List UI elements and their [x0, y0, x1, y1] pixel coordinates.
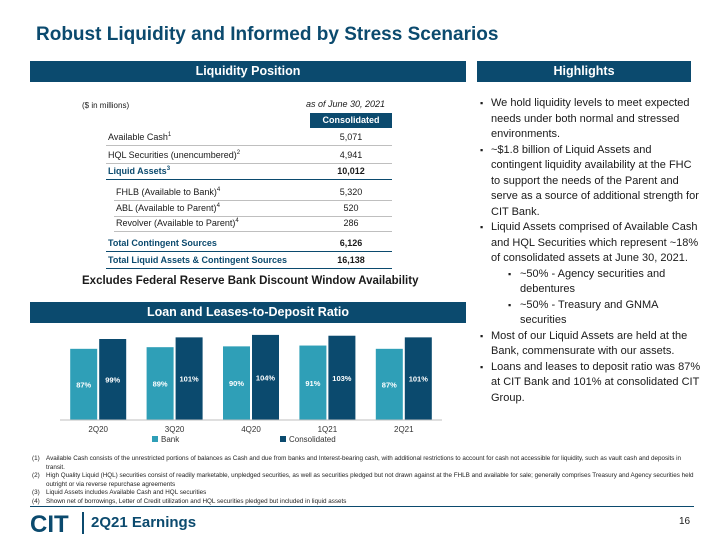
exclusion-note: Excludes Federal Reserve Bank Discount W…: [82, 275, 419, 287]
bar-consolidated-2q21: [404, 337, 432, 420]
footnote: (1) Available Cash consists of the unrest…: [32, 455, 682, 471]
footer-separator: [82, 512, 84, 534]
table-row-available-cash: Available Cash1 5,071: [106, 128, 392, 146]
highlight-bullet: Loans and leases to deposit ratio was 87…: [480, 360, 702, 407]
x-tick-label: 3Q20: [165, 425, 185, 434]
row-value: 286: [343, 218, 359, 228]
data-label-bank-1q21: 91%: [305, 379, 320, 388]
data-label-consolidated-3q20: 101%: [180, 375, 200, 384]
data-label-consolidated-1q21: 103%: [332, 374, 352, 383]
row-label: Total Liquid Assets & Contingent Sources: [108, 255, 288, 265]
highlight-bullet: Liquid Assets comprised of Available Cas…: [480, 220, 702, 267]
page-number: 16: [679, 516, 691, 527]
row-value: 5,320: [339, 187, 363, 197]
row-label: HQL Securities (unencumbered)2: [108, 150, 241, 160]
legend-swatch-bank: [152, 436, 158, 442]
row-value: 10,012: [337, 166, 365, 176]
table-row-hql-securities: HQL Securities (unencumbered)2 4,941: [106, 146, 392, 164]
svg-text:CIT: CIT: [30, 511, 69, 535]
consolidated-column-header: Consolidated: [310, 113, 392, 128]
data-label-bank-4q20: 90%: [229, 379, 244, 388]
bar-bank-1q21: [299, 345, 327, 420]
highlight-sub-bullet: ~50% - Treasury and GNMA securities: [480, 298, 702, 329]
row-label: Total Contingent Sources: [108, 238, 217, 248]
loan-deposit-ratio-chart: 87% 99% 2Q20 89% 101% 3Q20 90% 104% 4Q20 91% 103% 1…: [60, 334, 442, 444]
page-title: Robust Liquidity and Informed by Stress …: [36, 24, 499, 45]
bar-consolidated-3q20: [175, 337, 203, 420]
data-label-consolidated-2q20: 99%: [105, 376, 120, 385]
data-label-consolidated-2q21: 101%: [409, 375, 429, 384]
highlights-panel: We hold liquidity levels to meet expecte…: [480, 96, 702, 406]
as-of-date: as of June 30, 2021: [306, 99, 386, 109]
highlights-list: We hold liquidity levels to meet expecte…: [480, 96, 702, 406]
units-label: ($ in millions): [82, 101, 130, 110]
footer-divider: [30, 506, 694, 507]
x-tick-label: 2Q20: [88, 425, 108, 434]
bar-bank-4q20: [223, 346, 250, 420]
cit-logo: CIT: [30, 511, 69, 535]
legend-label-consolidated: Consolidated: [289, 435, 336, 444]
highlight-bullet: We hold liquidity levels to meet expecte…: [480, 96, 702, 143]
bar-consolidated-1q21: [328, 335, 356, 420]
loan-deposit-ratio-header: Loan and Leases-to-Deposit Ratio: [30, 302, 466, 323]
bar-consolidated-2q20: [99, 339, 127, 420]
highlights-header: Highlights: [477, 61, 691, 82]
row-value: 16,138: [337, 255, 365, 265]
highlight-bullet: Most of our Liquid Assets are held at th…: [480, 329, 702, 360]
highlight-bullet: ~$1.8 billion of Liquid Assets and conti…: [480, 143, 702, 221]
data-label-consolidated-4q20: 104%: [256, 373, 276, 382]
table-row-abl: ABL (Available to Parent)4 520: [114, 199, 392, 217]
table-row-fhlb: FHLB (Available to Bank)4 5,320: [114, 183, 392, 201]
legend-swatch-consolidated: [280, 436, 286, 442]
bar-bank-3q20: [146, 347, 174, 420]
bar-bank-2q21: [375, 348, 403, 420]
data-label-bank-2q21: 87%: [382, 380, 397, 389]
footer-earnings-label: 2Q21 Earnings: [91, 514, 197, 531]
footnotes: (1) Available Cash consists of the unrest…: [32, 455, 694, 507]
table-row-revolver: Revolver (Available to Parent)4 286: [114, 214, 392, 232]
data-label-bank-3q20: 89%: [153, 380, 168, 389]
row-label: FHLB (Available to Bank)4: [116, 187, 221, 197]
footnote: (2) High Quality Liquid (HQL) securities …: [32, 472, 694, 488]
bar-consolidated-4q20: [252, 334, 279, 420]
row-label: Revolver (Available to Parent)4: [116, 218, 239, 228]
row-value: 5,071: [339, 132, 363, 142]
highlight-sub-bullet: ~50% - Agency securities and debentures: [480, 267, 702, 298]
row-label: ABL (Available to Parent)4: [116, 203, 220, 213]
row-value: 520: [343, 203, 359, 213]
table-row-total-liquid-contingent: Total Liquid Assets & Contingent Sources…: [106, 251, 392, 269]
row-value: 4,941: [339, 150, 363, 160]
table-row-total-contingent: Total Contingent Sources 6,126: [106, 234, 392, 252]
row-value: 6,126: [339, 238, 363, 248]
x-tick-label: 4Q20: [241, 425, 261, 434]
row-label: Available Cash1: [108, 132, 172, 142]
bar-bank-2q20: [70, 348, 98, 420]
legend-label-bank: Bank: [161, 435, 180, 444]
x-tick-label: 2Q21: [394, 425, 414, 434]
footnote: (4) Shown net of borrowings, Letter of Cr…: [32, 497, 347, 505]
footnote: (3) Liquid Assets includes Available Cash…: [32, 489, 207, 497]
liquidity-position-header: Liquidity Position: [30, 61, 466, 82]
row-label: Liquid Assets3: [108, 166, 171, 176]
data-label-bank-2q20: 87%: [76, 380, 91, 389]
table-row-liquid-assets: Liquid Assets3 10,012: [106, 162, 392, 180]
x-tick-label: 1Q21: [318, 425, 338, 434]
